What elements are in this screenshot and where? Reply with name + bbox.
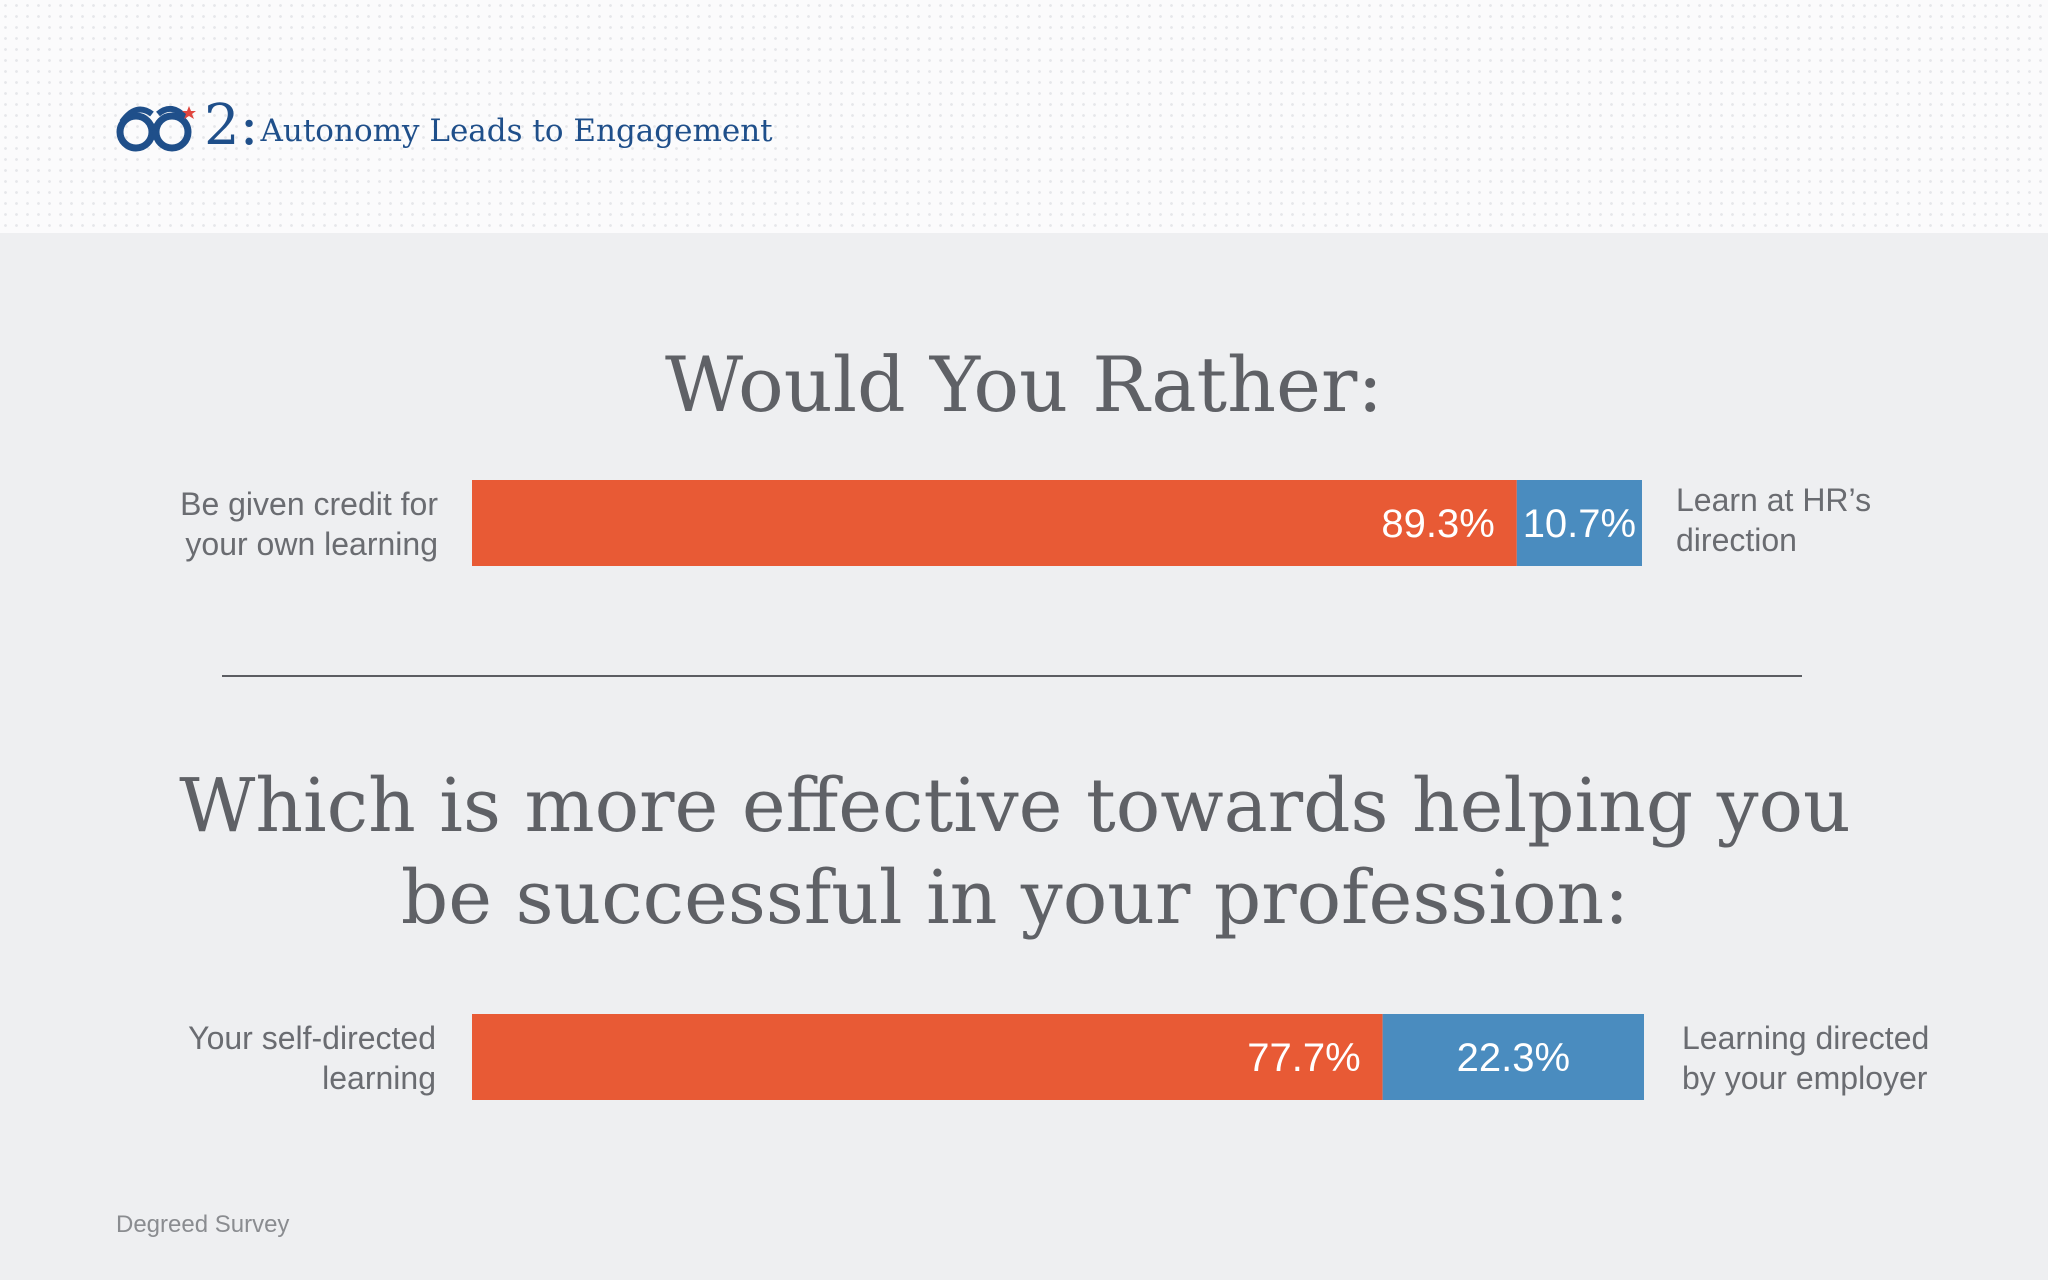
q2-right-label-line1: Learning directed [1682,1020,1930,1056]
q1-right-label: Learn at HR’s direction [1676,480,2006,560]
chart1-bar-right [1516,480,1642,566]
q2-right-label-line2: by your employer [1682,1060,1928,1096]
chart1-value-label-left: 89.3% [1381,502,1494,546]
q2-left-label: Your self-directed learning [140,1018,436,1098]
q1-right-label-line1: Learn at HR’s [1676,482,1872,518]
q2-right-label: Learning directed by your employer [1682,1018,2022,1098]
header: 2: Autonomy Leads to Engagement [0,0,2048,233]
divider [222,675,1802,677]
q2-left-label-line1: Your self-directed [188,1020,436,1056]
source-note: Degreed Survey [116,1211,290,1238]
q1-left-label-line1: Be given credit for [180,486,438,522]
chart-panel [0,233,2048,1280]
chart2-value-label-right: 22.3% [1457,1036,1570,1080]
chart1-value-label-right: 10.7% [1523,502,1636,546]
section-heading: 2: Autonomy Leads to Engagement [114,96,773,156]
glasses-icon [116,105,196,152]
chart2-bar-left [472,1014,1383,1100]
section-number: 2: [204,93,259,158]
chart2-bar-right [1382,1014,1644,1100]
q1-left-label: Be given credit for your own learning [140,484,438,564]
question-2-title: Which is more effective towards helping … [179,763,1851,941]
q1-right-label-line2: direction [1676,522,1797,558]
section-title: Autonomy Leads to Engagement [260,113,773,149]
question-1-title: Would You Rather: [665,340,1383,429]
chart1-bar-left [472,480,1517,566]
chart2-value-label-left: 77.7% [1247,1036,1360,1080]
q2-left-label-line2: learning [322,1060,436,1096]
q1-left-label-line2: your own learning [185,526,438,562]
